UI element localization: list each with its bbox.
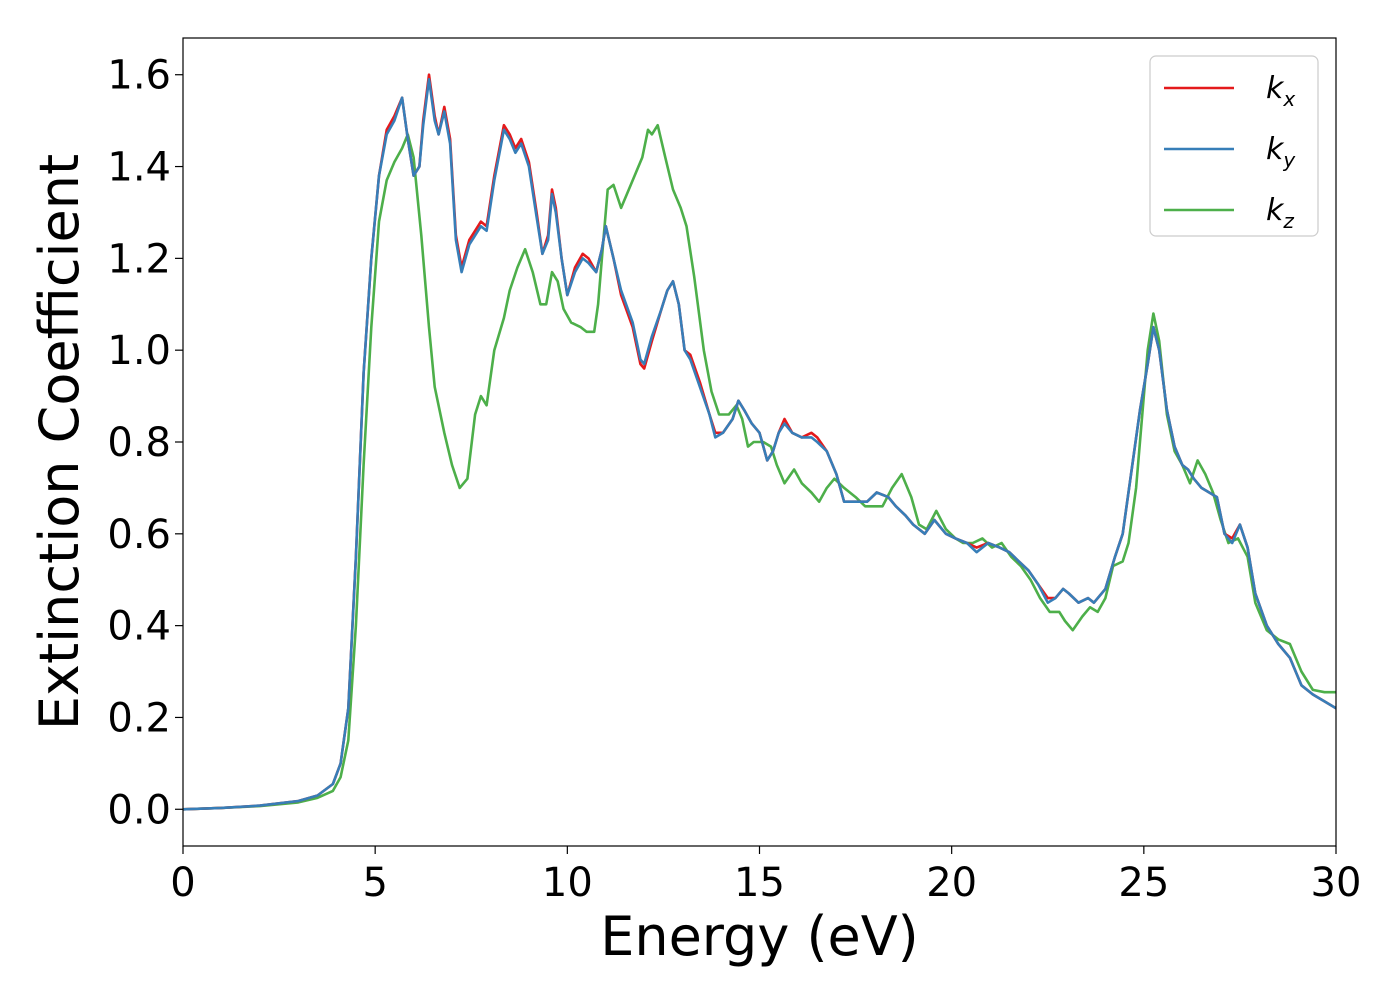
- y-axis-title: Extinction Coefficient: [28, 154, 91, 730]
- legend-label-subscript: y: [1282, 148, 1296, 172]
- y-tick-label: 0.8: [107, 420, 171, 466]
- legend-label-kz: kz: [1266, 193, 1294, 233]
- x-tick-label: 10: [542, 860, 593, 906]
- y-tick-label: 1.4: [107, 145, 171, 191]
- legend-label-base: k: [1266, 132, 1285, 167]
- x-tick-label: 20: [926, 860, 977, 906]
- x-tick-label: 25: [1118, 860, 1169, 906]
- legend-label-subscript: x: [1282, 87, 1295, 111]
- x-axis: 0 5 10 15 20 25 30: [170, 846, 1361, 906]
- y-axis: 0.0 0.2 0.4 0.6 0.8 1.0 1.2 1.4 1.6: [107, 53, 183, 833]
- y-tick-label: 1.6: [107, 53, 171, 99]
- x-tick-label: 5: [362, 860, 387, 906]
- x-tick-label: 0: [170, 860, 195, 906]
- y-tick-label: 0.0: [107, 787, 171, 833]
- x-axis-title: Energy (eV): [600, 905, 919, 968]
- plot-lines: [183, 73, 1336, 811]
- legend-label-base: k: [1266, 71, 1285, 106]
- legend-label-kx: kx: [1266, 71, 1295, 111]
- series-line-ky: [183, 78, 1336, 811]
- x-tick-label: 30: [1311, 860, 1362, 906]
- y-tick-label: 1.0: [107, 328, 171, 374]
- y-tick-label: 1.2: [107, 236, 171, 282]
- y-tick-label: 0.2: [107, 695, 171, 741]
- legend-label-ky: ky: [1266, 132, 1296, 172]
- x-tick-label: 15: [734, 860, 785, 906]
- legend-label-base: k: [1266, 193, 1285, 228]
- y-tick-label: 0.4: [107, 604, 171, 650]
- legend-box: [1149, 55, 1319, 237]
- y-tick-label: 0.6: [107, 512, 171, 558]
- legend-label-subscript: z: [1282, 209, 1294, 233]
